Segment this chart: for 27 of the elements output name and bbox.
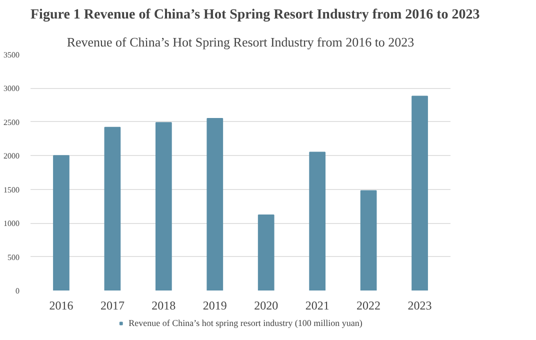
y-tick-label: 1500 — [4, 185, 20, 194]
x-tick-label: 2020 — [254, 298, 278, 312]
x-tick-label: 2023 — [408, 298, 432, 312]
x-tick-label: 2022 — [356, 298, 381, 312]
chart-title: Figure 1 Revenue of China’s Hot Spring Resort Industry from 2016 to 2023 — [30, 8, 480, 22]
x-tick-label: 2017 — [100, 298, 124, 312]
bar — [309, 152, 326, 290]
x-tick-label: 2021 — [305, 298, 330, 312]
y-tick-label: 1000 — [4, 219, 20, 228]
x-tick-label: 2019 — [202, 298, 227, 312]
x-tick-label: 2016 — [49, 298, 74, 312]
x-tick-label: 2018 — [152, 298, 176, 312]
y-tick-label: 2000 — [4, 152, 20, 161]
bar — [258, 214, 274, 290]
bar — [206, 118, 224, 290]
bar — [155, 122, 172, 290]
bar — [412, 96, 428, 290]
bar — [104, 126, 121, 290]
y-tick-label: 3500 — [4, 50, 20, 60]
y-tick-label: 500 — [8, 252, 20, 262]
chart-subtitle: Revenue of China’s Hot Spring Resort Industry from 2016 to 2023 — [66, 34, 414, 50]
y-tick-label: 2500 — [4, 118, 20, 127]
y-tick-label: 0 — [16, 286, 20, 296]
y-tick-label: 3000 — [4, 84, 20, 94]
bar — [360, 190, 377, 290]
bar — [53, 155, 70, 290]
legend-label: Revenue of China’s hot spring resort industry (100 million yuan) — [128, 318, 362, 328]
